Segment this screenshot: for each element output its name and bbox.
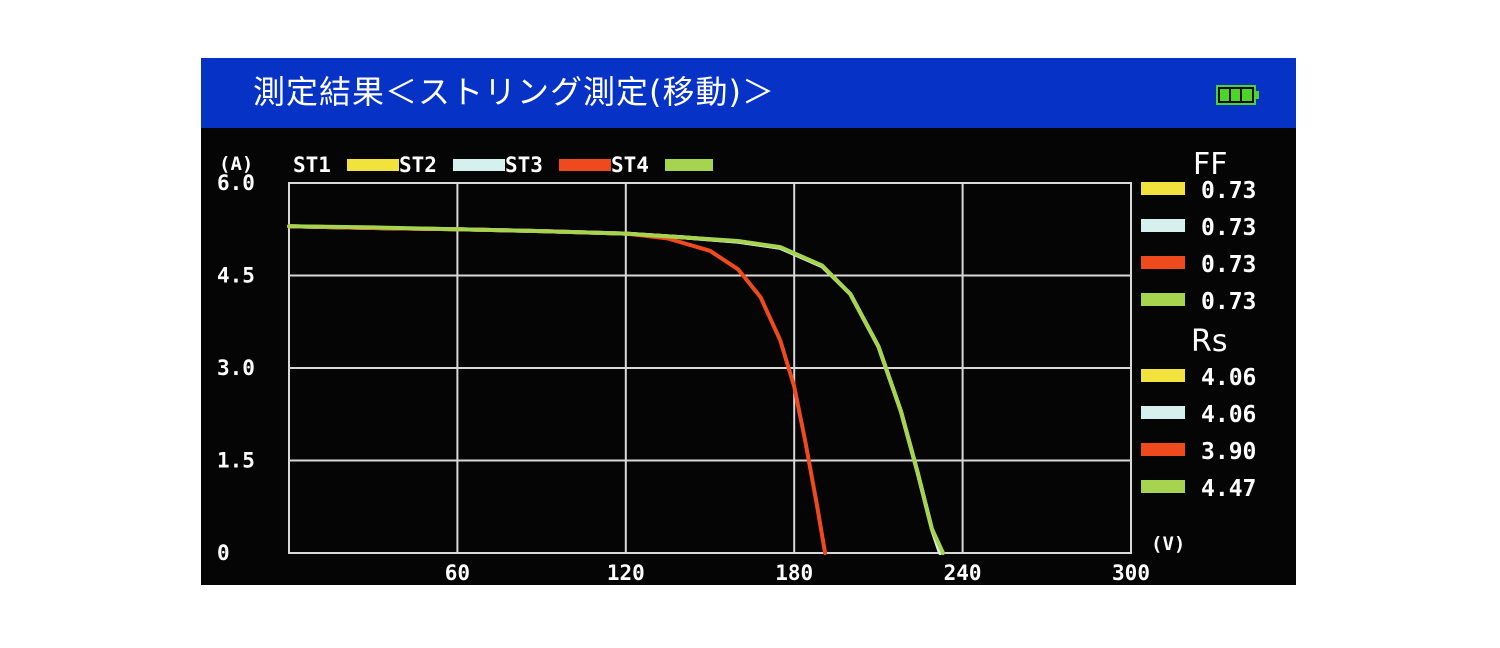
legend-label-st4: ST4 bbox=[611, 153, 649, 177]
rs-value-st3: 3.90 bbox=[1201, 439, 1256, 465]
ff-swatch-st3 bbox=[1141, 256, 1185, 269]
iv-curve-chart: (A) (V) ST1 ST2 ST3 ST4 60 120 180 240 300 6.… bbox=[217, 147, 1256, 585]
screen-title: 測定結果＜ストリング測定(移動)＞ bbox=[253, 73, 775, 111]
y-tick-label: 3.0 bbox=[217, 356, 255, 380]
x-tick-label: 300 bbox=[1112, 561, 1150, 585]
ff-header: FF bbox=[1193, 147, 1228, 182]
ff-value-st4: 0.73 bbox=[1201, 289, 1256, 315]
rs-value-st4: 4.47 bbox=[1201, 476, 1256, 502]
rs-value-st2: 4.06 bbox=[1201, 402, 1256, 428]
y-unit-label: (A) bbox=[219, 153, 253, 175]
x-unit-label: (V) bbox=[1151, 533, 1185, 555]
legend-label-st2: ST2 bbox=[399, 153, 437, 177]
legend-swatch-st1 bbox=[347, 159, 399, 171]
rs-header: Rs bbox=[1191, 324, 1227, 359]
rs-swatch-st1 bbox=[1141, 369, 1185, 382]
battery-full-icon bbox=[1216, 85, 1259, 105]
x-tick-label: 180 bbox=[775, 561, 813, 585]
measurement-screen: 測定結果＜ストリング測定(移動)＞ (A) (V) ST1 ST2 ST3 ST… bbox=[201, 58, 1296, 585]
y-tick-label: 4.5 bbox=[217, 264, 255, 288]
x-tick-label: 240 bbox=[944, 561, 982, 585]
legend-swatch-st3 bbox=[559, 159, 611, 171]
rs-swatch-st4 bbox=[1141, 480, 1185, 493]
chart-legend: ST1 ST2 ST3 ST4 bbox=[293, 153, 713, 177]
ff-value-st2: 0.73 bbox=[1201, 215, 1256, 241]
series-line-st4 bbox=[287, 224, 945, 555]
rs-value-st1: 4.06 bbox=[1201, 365, 1256, 391]
y-tick-label: 6.0 bbox=[217, 171, 255, 195]
side-panel: FF 0.73 0.73 0.73 0.73 Rs 4.06 4.06 3.90… bbox=[1141, 147, 1256, 502]
x-tick-label: 60 bbox=[445, 561, 470, 585]
rs-swatch-st3 bbox=[1141, 443, 1185, 456]
ff-value-st1: 0.73 bbox=[1201, 178, 1256, 204]
ff-swatch-st2 bbox=[1141, 219, 1185, 232]
ff-swatch-st1 bbox=[1141, 182, 1185, 195]
y-tick-label: 1.5 bbox=[217, 449, 255, 473]
legend-swatch-st4 bbox=[665, 159, 713, 171]
plot-area: 60 120 180 240 300 6.0 4.5 3.0 1.5 0 bbox=[217, 171, 1150, 585]
ff-value-st3: 0.73 bbox=[1201, 252, 1256, 278]
rs-swatch-st2 bbox=[1141, 406, 1185, 419]
x-tick-label: 120 bbox=[607, 561, 645, 585]
legend-label-st3: ST3 bbox=[505, 153, 543, 177]
title-bar: 測定結果＜ストリング測定(移動)＞ bbox=[201, 58, 1296, 128]
legend-swatch-st2 bbox=[453, 159, 505, 171]
ff-swatch-st4 bbox=[1141, 293, 1185, 306]
legend-label-st1: ST1 bbox=[293, 153, 331, 177]
y-tick-label: 0 bbox=[217, 541, 230, 565]
